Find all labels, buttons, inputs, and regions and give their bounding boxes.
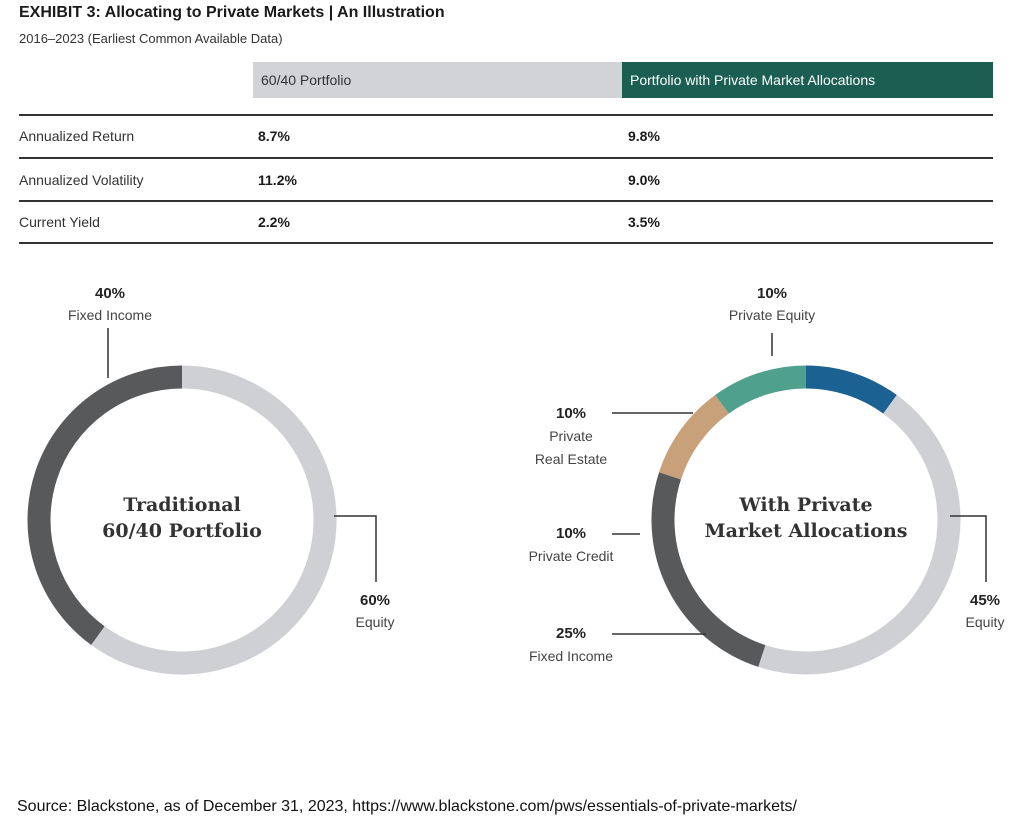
donut-center-label-line2: 60/40 Portfolio [102,520,262,542]
exhibit-subtitle: 2016–2023 (Earliest Common Available Dat… [19,31,283,46]
donut-center-label-line1: Traditional [123,494,241,516]
table-cell: 2.2% [258,214,290,230]
slice-name-label: Private Equity [729,307,815,323]
donut-charts: Traditional 60/40 Portfolio 40% Fixed In… [27,285,1005,675]
row-label: Annualized Volatility [19,172,144,188]
table-cell: 8.7% [258,128,290,144]
table-rule [19,157,993,159]
donut-slice-equity [91,365,337,675]
donut-slice-private-real-estate [715,365,807,414]
table-cell: 3.5% [628,214,660,230]
leader-line [334,515,377,582]
source-note: Source: Blackstone, as of December 31, 2… [17,798,797,815]
slice-pct-label: 60% [360,592,390,609]
donut-private-markets: With Private Market Allocations 10% Priv… [529,285,1005,675]
row-label: Current Yield [19,214,100,230]
row-label: Annualized Return [19,128,135,144]
slice-pct-label: 45% [970,592,1000,609]
table-cell: 9.8% [628,128,660,144]
table-cell: 9.0% [628,172,660,188]
column-header-private-markets: Portfolio with Private Market Allocation… [622,62,993,98]
donut-slice-private-credit [659,395,729,480]
donut-traditional: Traditional 60/40 Portfolio 40% Fixed In… [27,285,395,675]
donut-slice-fixed-income [27,365,183,645]
table-rule [19,242,993,244]
slice-name-label-line1: Private [549,428,593,444]
donut-center-label-line2: Market Allocations [705,520,908,542]
slice-pct-label: 25% [556,625,586,642]
slice-name-label-line2: Real Estate [535,451,608,467]
slice-pct-label: 10% [757,285,787,302]
exhibit-title: EXHIBIT 3: Allocating to Private Markets… [19,4,445,21]
slice-name-label: Fixed Income [529,648,613,664]
donut-center-label-line1: With Private [738,494,872,516]
donut-slice-private-equity [805,365,897,414]
column-header-60-40: 60/40 Portfolio [253,62,622,98]
table-rule [19,114,993,116]
leader-line [950,515,987,582]
table-cell: 11.2% [258,172,297,188]
slice-pct-label: 10% [556,525,586,542]
slice-pct-label: 40% [95,285,125,302]
table-rule [19,200,993,202]
slice-pct-label: 10% [556,405,586,422]
slice-name-label: Equity [966,614,1005,630]
slice-name-label: Equity [356,614,395,630]
donut-slice-equity [758,395,961,675]
donut-slice-fixed-income [651,472,766,667]
slice-name-label: Fixed Income [68,307,152,323]
slice-name-label: Private Credit [529,548,614,564]
